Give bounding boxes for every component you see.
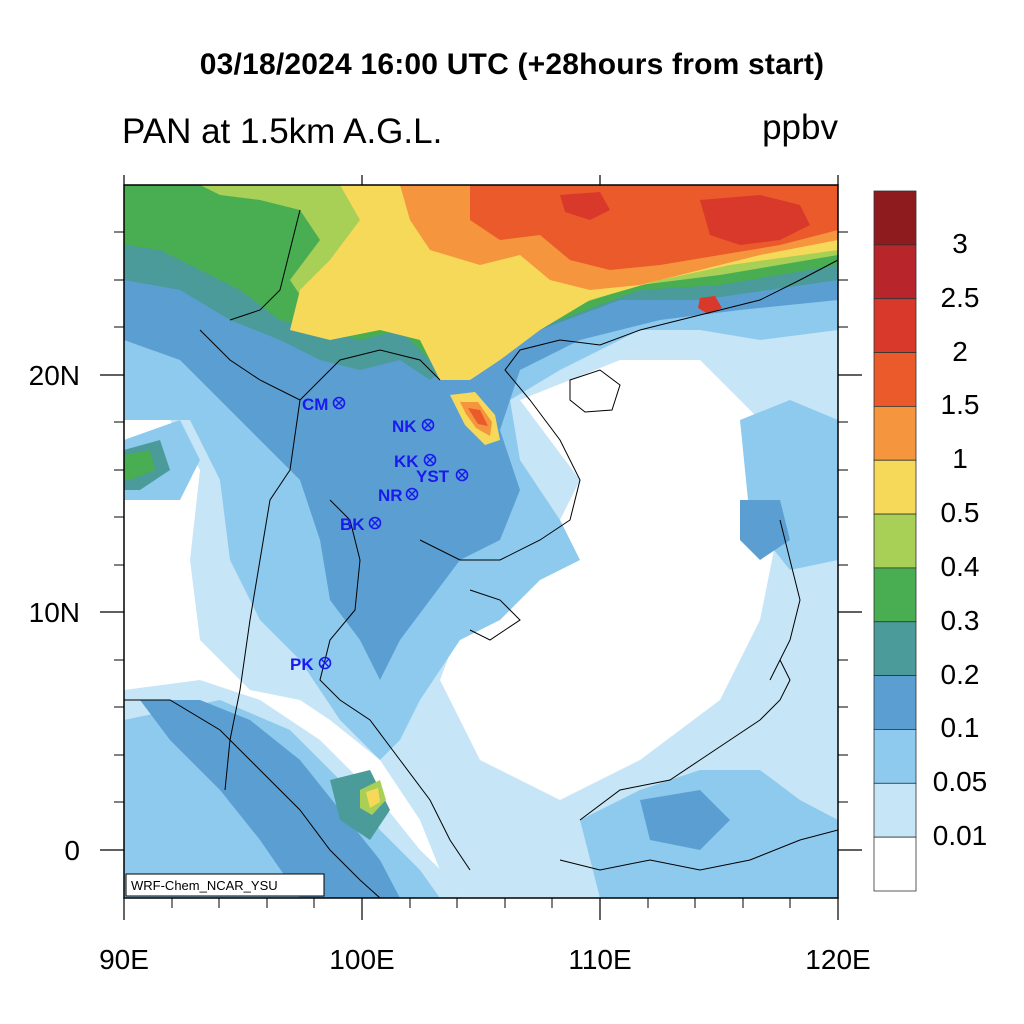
lat-label-0: 0 <box>64 835 80 866</box>
minor-ticks <box>114 231 848 908</box>
station-marker-icon <box>405 487 419 501</box>
station-marker-icon <box>368 516 382 530</box>
colorbar <box>873 190 917 892</box>
station-cross-icon <box>423 420 433 430</box>
model-credit: WRF-Chem_NCAR_YSU <box>125 873 325 897</box>
station-label: NR <box>378 486 403 505</box>
station-marker-icon <box>421 418 435 432</box>
station-marker-icon <box>423 453 437 467</box>
axis-ticks <box>100 175 862 920</box>
colorbar-swatch <box>873 836 917 892</box>
colorbar-tick-label: 0.1 <box>940 712 980 744</box>
colorbar-tick-label: 0.01 <box>932 820 988 852</box>
colorbar-swatch <box>873 298 917 353</box>
station-yst: YST <box>416 467 469 486</box>
station-marker-icon <box>455 468 469 482</box>
station-label: YST <box>416 467 450 486</box>
station-label: NK <box>392 417 417 436</box>
lon-label-110e: 110E <box>568 944 632 975</box>
station-marker-icon <box>318 656 332 670</box>
colorbar-tick-label: 2 <box>952 335 968 367</box>
colorbar-swatch <box>873 459 917 515</box>
lon-label-100e: 100E <box>329 944 395 975</box>
station-nk: NK <box>392 417 435 436</box>
colorbar-swatch <box>873 729 917 784</box>
station-markers: CM NK KK YST NR BK P <box>290 395 469 674</box>
station-label: BK <box>340 515 365 534</box>
station-marker-icon <box>332 396 346 410</box>
station-cm: CM <box>302 395 346 414</box>
station-cross-icon <box>320 658 330 668</box>
colorbar-tick-label: 2.5 <box>940 281 980 313</box>
lat-label-20n: 20N <box>28 360 80 391</box>
colorbar-swatch <box>873 782 917 838</box>
variable-subtitle: PAN at 1.5km A.G.L. <box>122 112 443 151</box>
credit-text: WRF-Chem_NCAR_YSU <box>131 878 278 893</box>
colorbar-tick-label: 0.05 <box>932 766 988 798</box>
station-cross-icon <box>425 455 435 465</box>
colorbar-tick-label: 3 <box>952 227 968 259</box>
station-cross-icon <box>407 489 417 499</box>
colorbar-swatch <box>873 621 917 677</box>
station-bk: BK <box>340 515 382 534</box>
station-cross-icon <box>334 398 344 408</box>
lon-label-120e: 120E <box>805 944 871 975</box>
colorbar-swatch <box>873 513 917 569</box>
lon-label-90e: 90E <box>99 944 149 975</box>
station-label: CM <box>302 395 328 414</box>
colorbar-tick-label: 0.4 <box>940 550 980 582</box>
map-frame <box>123 184 839 899</box>
colorbar-tick-label: 1 <box>952 443 968 475</box>
colorbar-swatch <box>873 244 917 300</box>
coastlines <box>124 209 838 898</box>
colorbar-tick-label: 0.2 <box>940 658 980 690</box>
colorbar-swatch <box>873 190 917 246</box>
station-pk: PK <box>290 655 332 674</box>
map-title: 03/18/2024 16:00 UTC (+28hours from star… <box>199 48 825 81</box>
colorbar-swatch <box>873 405 917 461</box>
station-nr: NR <box>378 486 419 505</box>
colorbar-swatch <box>873 352 917 407</box>
station-cross-icon <box>457 470 467 480</box>
station-cross-icon <box>370 518 380 528</box>
pan-concentration-field <box>124 185 838 898</box>
colorbar-tick-label: 0.5 <box>940 497 980 529</box>
colorbar-swatch <box>873 567 917 623</box>
station-label: KK <box>394 452 419 471</box>
colorbar-tick-label: 1.5 <box>940 389 980 421</box>
colorbar-tick-label: 0.3 <box>940 604 980 636</box>
station-label: PK <box>290 655 314 674</box>
units-label: ppbv <box>762 108 838 147</box>
station-kk: KK <box>394 452 437 471</box>
colorbar-swatch <box>873 675 917 730</box>
lat-label-10n: 10N <box>28 597 80 628</box>
